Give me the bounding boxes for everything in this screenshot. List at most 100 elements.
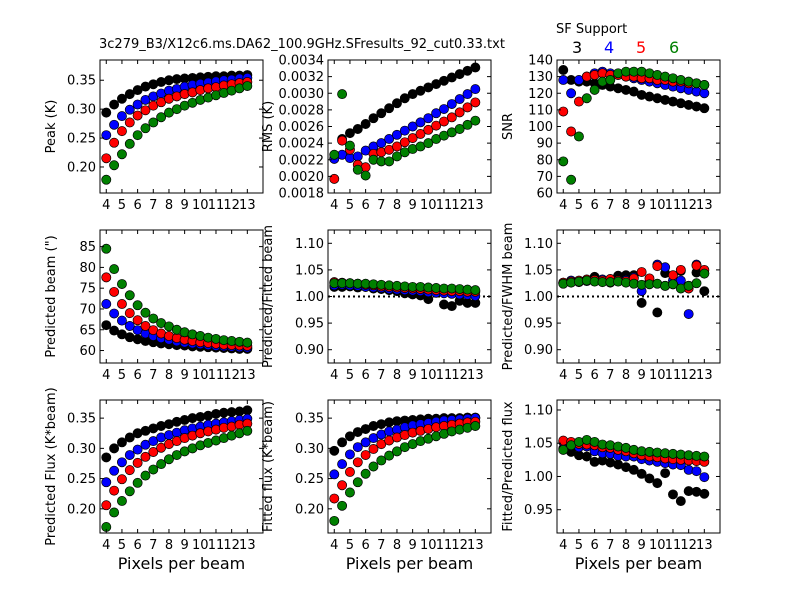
y-tick-label: 1.05 xyxy=(524,263,553,278)
x-tick-label: 13 xyxy=(239,198,256,213)
data-point xyxy=(124,486,135,497)
data-point xyxy=(329,173,340,184)
x-tick-label: 4 xyxy=(559,198,567,213)
x-tick-label: 5 xyxy=(118,538,126,553)
legend: 3 4 5 6 xyxy=(560,38,700,58)
data-point xyxy=(352,442,363,453)
data-point xyxy=(376,108,387,119)
y-tick-label: 0.0020 xyxy=(279,170,325,185)
data-point xyxy=(132,444,143,455)
data-point xyxy=(132,457,143,468)
data-point xyxy=(636,297,647,308)
y-tick-label: 0.35 xyxy=(295,412,324,427)
legend-entry-6: 6 xyxy=(669,38,680,57)
data-point xyxy=(101,477,112,488)
x-tick-label: 4 xyxy=(559,368,567,383)
y-tick-label: 0.35 xyxy=(67,412,96,427)
data-point xyxy=(132,110,143,121)
y-tick-label: 1.00 xyxy=(524,470,553,485)
x-tick-label: 7 xyxy=(606,538,614,553)
data-point xyxy=(124,450,135,460)
x-tick-label: 10 xyxy=(420,368,437,383)
x-tick-label: 6 xyxy=(361,538,369,553)
data-point xyxy=(407,121,418,132)
y-axis-label: Predicted/FWHM beam xyxy=(501,223,516,371)
x-tick-label: 5 xyxy=(346,198,354,213)
data-point xyxy=(454,107,465,118)
x-tick-label: 5 xyxy=(575,538,583,553)
series-3 xyxy=(329,62,481,164)
data-point xyxy=(352,124,363,134)
data-point xyxy=(668,489,678,500)
data-point xyxy=(558,74,569,85)
y-tick-label: 0.0034 xyxy=(279,54,325,69)
data-point xyxy=(360,450,371,460)
subplot-9: 4 5 6 7 8 9 10 11 12 13 0.95 1.00 1.05 1.10 Fitted/Pre… xyxy=(501,399,721,573)
x-tick-label: 8 xyxy=(622,368,630,383)
data-point xyxy=(337,500,348,511)
y-tick-label: 60 xyxy=(536,187,553,202)
y-tick-label: 0.20 xyxy=(295,502,324,517)
series-6 xyxy=(329,421,481,526)
y-tick-label: 1.10 xyxy=(524,237,553,252)
data-point xyxy=(116,437,127,448)
x-tick-label: 7 xyxy=(149,538,157,553)
y-tick-label: 1.05 xyxy=(524,437,553,452)
y-tick-label: 0.35 xyxy=(67,74,96,89)
data-point xyxy=(109,264,120,275)
x-tick-label: 9 xyxy=(637,198,645,213)
x-tick-label: 10 xyxy=(192,198,209,213)
data-point xyxy=(392,151,402,162)
y-tick-label: 100 xyxy=(528,120,553,135)
x-tick-label: 13 xyxy=(239,538,256,553)
data-point xyxy=(109,137,120,148)
data-point xyxy=(101,299,112,309)
data-point xyxy=(407,133,418,144)
data-point xyxy=(368,444,379,454)
x-tick-label: 11 xyxy=(208,198,225,213)
x-tick-label: 9 xyxy=(180,368,188,383)
x-tick-label: 6 xyxy=(361,198,369,213)
data-point xyxy=(124,138,135,149)
y-axis-label: Peak (K) xyxy=(44,100,59,154)
data-point xyxy=(470,421,481,431)
x-tick-label: 7 xyxy=(149,368,157,383)
x-tick-label: 13 xyxy=(696,368,713,383)
x-tick-label: 6 xyxy=(590,538,598,553)
data-point xyxy=(691,260,702,271)
x-tick-label: 9 xyxy=(408,538,416,553)
y-tick-label: 1.00 xyxy=(295,290,324,305)
x-tick-label: 11 xyxy=(208,368,225,383)
data-point xyxy=(140,321,151,331)
data-point xyxy=(329,469,340,480)
data-point xyxy=(124,117,135,128)
data-point xyxy=(392,129,402,140)
data-point xyxy=(470,84,481,95)
x-tick-label: 6 xyxy=(133,538,141,553)
data-point xyxy=(699,488,710,499)
x-tick-label: 5 xyxy=(346,538,354,553)
data-point xyxy=(446,301,457,312)
data-point xyxy=(140,307,151,318)
data-point xyxy=(116,315,127,326)
y-tick-label: 0.25 xyxy=(67,472,96,487)
data-point xyxy=(683,309,694,320)
data-point xyxy=(109,465,120,476)
data-point xyxy=(589,84,600,95)
data-point xyxy=(329,149,340,160)
x-tick-label: 8 xyxy=(165,368,173,383)
x-tick-label: 4 xyxy=(102,368,110,383)
series-6 xyxy=(101,81,253,185)
data-point xyxy=(140,470,151,481)
data-point xyxy=(242,81,253,91)
plot-frame xyxy=(556,399,721,534)
x-tick-label: 10 xyxy=(192,368,209,383)
data-point xyxy=(344,449,355,460)
data-point xyxy=(423,113,434,124)
y-tick-label: 120 xyxy=(528,87,553,102)
data-point xyxy=(384,103,395,114)
data-point xyxy=(337,437,348,448)
x-tick-label: 6 xyxy=(590,368,598,383)
data-point xyxy=(329,493,340,504)
data-point xyxy=(124,432,135,443)
